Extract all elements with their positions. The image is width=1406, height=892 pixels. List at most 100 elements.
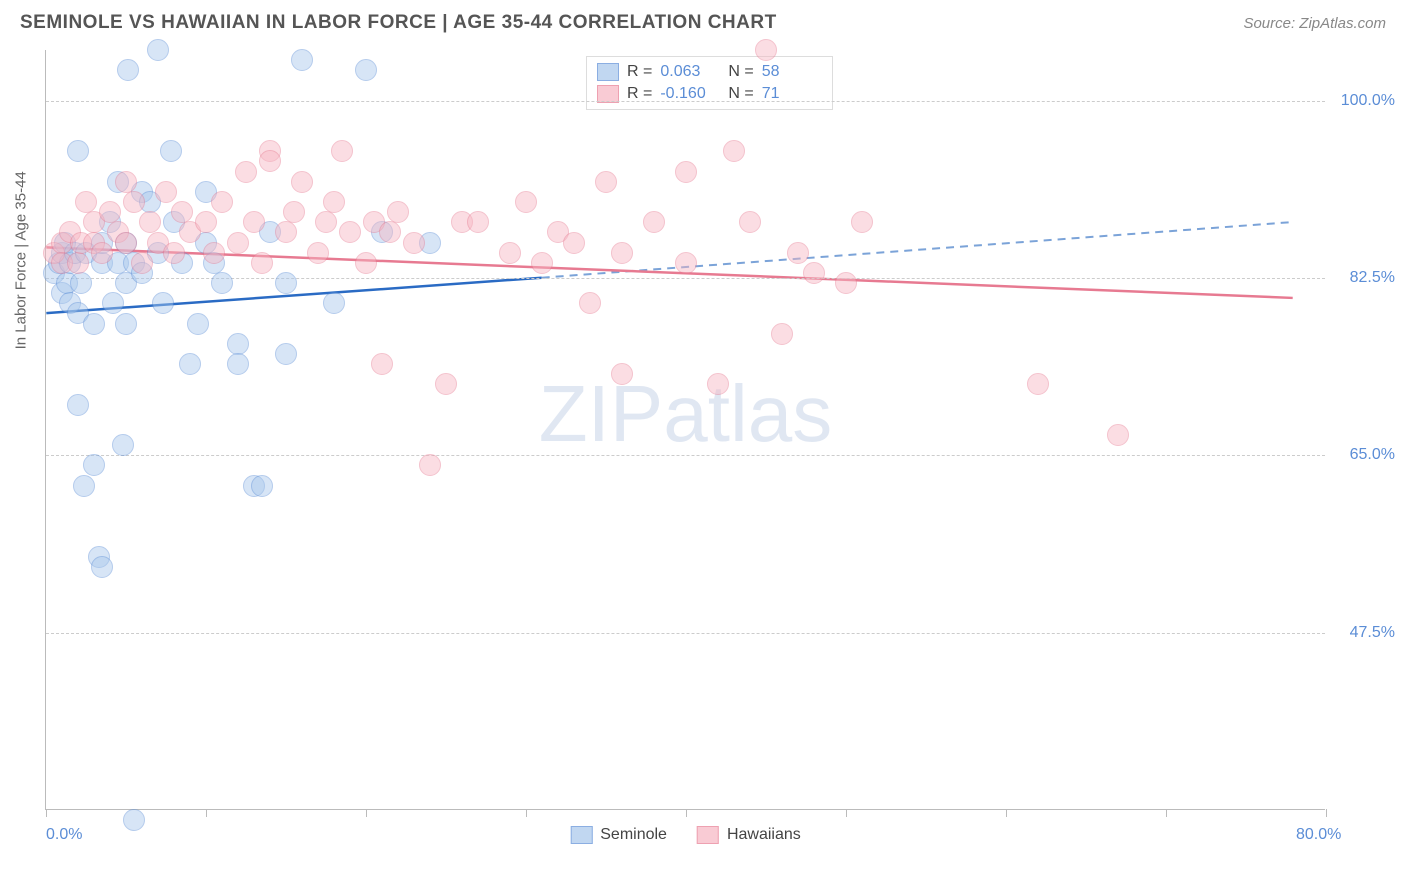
data-point	[67, 252, 89, 274]
data-point	[147, 39, 169, 61]
data-point	[155, 181, 177, 203]
data-point	[835, 272, 857, 294]
data-point	[787, 242, 809, 264]
data-point	[387, 201, 409, 223]
data-point	[115, 171, 137, 193]
data-point	[115, 232, 137, 254]
x-tick	[686, 809, 687, 817]
y-axis-label: In Labor Force | Age 35-44	[13, 171, 30, 349]
data-point	[187, 313, 209, 335]
legend-swatch	[697, 826, 719, 844]
data-point	[139, 211, 161, 233]
data-point	[515, 191, 537, 213]
data-point	[755, 39, 777, 61]
data-point	[203, 242, 225, 264]
x-tick	[1326, 809, 1327, 817]
data-point	[195, 211, 217, 233]
x-tick-label: 0.0%	[46, 826, 82, 844]
x-tick	[846, 809, 847, 817]
data-point	[739, 211, 761, 233]
legend-swatch	[597, 63, 619, 81]
data-point	[803, 262, 825, 284]
data-point	[75, 191, 97, 213]
data-point	[379, 221, 401, 243]
data-point	[323, 191, 345, 213]
data-point	[83, 313, 105, 335]
data-point	[283, 201, 305, 223]
data-point	[1027, 373, 1049, 395]
data-point	[227, 232, 249, 254]
watermark-atlas: atlas	[663, 369, 832, 458]
chart-header: SEMINOLE VS HAWAIIAN IN LABOR FORCE | AG…	[0, 0, 1406, 42]
data-point	[171, 201, 193, 223]
data-point	[251, 475, 273, 497]
series-legend: Seminole Hawaiians	[570, 826, 801, 844]
watermark-zip: ZIP	[539, 369, 663, 458]
gridline	[46, 633, 1325, 634]
data-point	[123, 809, 145, 831]
legend-item: Seminole	[570, 826, 667, 844]
data-point	[275, 221, 297, 243]
legend-n-label: N =	[728, 63, 753, 81]
data-point	[259, 150, 281, 172]
chart-source: Source: ZipAtlas.com	[1243, 15, 1386, 32]
data-point	[163, 242, 185, 264]
data-point	[707, 373, 729, 395]
data-point	[315, 211, 337, 233]
x-tick	[206, 809, 207, 817]
x-tick	[46, 809, 47, 817]
y-tick-label: 47.5%	[1350, 624, 1395, 642]
legend-r-label: R =	[627, 63, 652, 81]
data-point	[339, 221, 361, 243]
data-point	[70, 272, 92, 294]
data-point	[115, 313, 137, 335]
x-tick-label: 80.0%	[1296, 826, 1341, 844]
y-tick-label: 82.5%	[1350, 269, 1395, 287]
data-point	[675, 161, 697, 183]
gridline	[46, 455, 1325, 456]
data-point	[595, 171, 617, 193]
x-tick	[526, 809, 527, 817]
data-point	[123, 191, 145, 213]
y-tick-label: 65.0%	[1350, 446, 1395, 464]
data-point	[531, 252, 553, 274]
data-point	[611, 242, 633, 264]
data-point	[291, 171, 313, 193]
x-tick	[1166, 809, 1167, 817]
data-point	[227, 333, 249, 355]
data-point	[675, 252, 697, 274]
legend-label: Seminole	[600, 826, 667, 844]
legend-n-value: 58	[762, 63, 822, 81]
data-point	[211, 272, 233, 294]
data-point	[331, 140, 353, 162]
data-point	[371, 353, 393, 375]
data-point	[611, 363, 633, 385]
gridline	[46, 101, 1325, 102]
data-point	[419, 454, 441, 476]
data-point	[83, 454, 105, 476]
gridline	[46, 278, 1325, 279]
data-point	[563, 232, 585, 254]
data-point	[851, 211, 873, 233]
data-point	[771, 323, 793, 345]
data-point	[117, 59, 139, 81]
legend-swatch	[570, 826, 592, 844]
data-point	[179, 353, 201, 375]
data-point	[251, 252, 273, 274]
data-point	[579, 292, 601, 314]
data-point	[227, 353, 249, 375]
legend-r-value: 0.063	[660, 63, 720, 81]
y-tick-label: 100.0%	[1341, 92, 1395, 110]
watermark: ZIPatlas	[539, 368, 832, 460]
data-point	[403, 232, 425, 254]
data-point	[243, 211, 265, 233]
data-point	[643, 211, 665, 233]
data-point	[91, 242, 113, 264]
legend-item: Hawaiians	[697, 826, 801, 844]
data-point	[91, 556, 113, 578]
data-point	[211, 191, 233, 213]
data-point	[355, 59, 377, 81]
data-point	[323, 292, 345, 314]
data-point	[355, 252, 377, 274]
data-point	[67, 394, 89, 416]
